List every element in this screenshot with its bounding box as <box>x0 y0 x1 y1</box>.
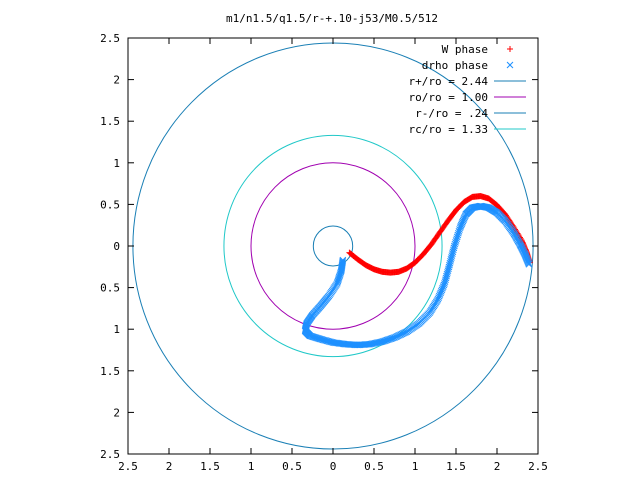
y-tick-label-9: 2 <box>113 74 120 87</box>
legend: W phase drho phase r+/ro = 2.44 ro/ro = 1.0… <box>409 43 526 136</box>
point-1-14-0 <box>378 338 386 346</box>
point-1-14-8 <box>388 334 396 342</box>
point-1-14-7 <box>387 335 395 343</box>
x-tick-label-8: 1.5 <box>446 460 466 473</box>
point-1-21-8 <box>450 246 457 254</box>
circle-4 <box>312 225 354 267</box>
x-axis-ticks: 2.5 2 1.5 1 0.5 0 0.5 1 1.5 2 2.5 <box>118 38 548 473</box>
point-1-22-3 <box>452 237 460 244</box>
point-1-22-0 <box>451 242 458 250</box>
phase-points <box>301 193 533 349</box>
point-1-20-9 <box>445 263 453 271</box>
y-axis-ticks: 2.5 2 1.5 1 0.5 0 0.5 1 1.5 2 2.5 <box>100 32 538 461</box>
x-tick-label-0: 2.5 <box>118 460 138 473</box>
legend-entry-2: r+/ro = 2.44 <box>409 75 526 88</box>
point-1-21-4 <box>448 254 455 261</box>
legend-entry-4: r-/ro = .24 <box>415 107 526 120</box>
point-1-14-2 <box>381 337 389 345</box>
point-1-14-6 <box>386 335 393 343</box>
legend-label-1: drho phase <box>422 59 488 72</box>
point-1-22-1 <box>451 240 459 248</box>
y-tick-label-8: 1.5 <box>100 115 120 128</box>
point-1-22-4 <box>453 235 461 243</box>
point-1-end <box>525 260 533 268</box>
legend-label-5: rc/ro = 1.33 <box>409 123 488 136</box>
x-tick-label-4: 0.5 <box>282 460 302 473</box>
legend-entry-3: ro/ro = 1.00 <box>409 91 526 104</box>
legend-entry-0: W phase <box>442 43 513 56</box>
legend-label-3: ro/ro = 1.00 <box>409 91 488 104</box>
legend-entry-5: rc/ro = 1.33 <box>409 123 526 136</box>
x-tick-label-6: 0.5 <box>364 460 384 473</box>
legend-label-2: r+/ro = 2.44 <box>409 75 489 88</box>
point-1-22-2 <box>452 238 459 246</box>
point-1-14-5 <box>384 336 392 343</box>
y-tick-label-5: 0 <box>113 240 120 253</box>
x-tick-label-10: 2.5 <box>528 460 548 473</box>
point-1-13-9 <box>377 338 385 346</box>
point-1-21-7 <box>449 248 457 256</box>
y-tick-label-2: 1.5 <box>100 365 120 378</box>
legend-label-4: r-/ro = .24 <box>415 107 488 120</box>
y-tick-label-7: 1 <box>113 157 120 170</box>
point-1-22-7 <box>455 229 462 237</box>
x-tick-label-9: 2 <box>494 460 501 473</box>
legend-entry-1: drho phase <box>422 59 514 72</box>
point-1-21-6 <box>449 250 456 258</box>
point-1-21-5 <box>448 252 456 259</box>
y-tick-label-0: 2.5 <box>100 448 120 461</box>
x-tick-label-3: 1 <box>248 460 255 473</box>
point-1-21-1 <box>446 259 454 267</box>
point-1-21-2 <box>447 257 454 265</box>
circle-5 <box>223 134 443 358</box>
x-tick-label-5: 0 <box>330 460 337 473</box>
legend-label-0: W phase <box>442 43 488 56</box>
chart-title: m1/n1.5/q1.5/r-+.10-j53/M0.5/512 <box>226 12 438 25</box>
x-tick-label-2: 1.5 <box>200 460 220 473</box>
y-tick-label-1: 2 <box>113 406 120 419</box>
point-1-22-6 <box>454 231 462 239</box>
y-tick-label-10: 2.5 <box>100 32 120 45</box>
legend-swatch-1 <box>506 61 514 69</box>
y-tick-label-6: 0.5 <box>100 198 120 211</box>
y-tick-label-3: 1 <box>113 323 120 336</box>
point-1-22-8 <box>455 228 463 235</box>
y-tick-label-4: 0.5 <box>100 282 120 295</box>
legend-swatch-0 <box>507 46 513 52</box>
point-1-21-3 <box>447 256 455 263</box>
point-1-14-1 <box>380 337 387 345</box>
point-1-22-5 <box>453 233 461 241</box>
point-1-14-4 <box>383 336 391 344</box>
point-1-21-9 <box>450 244 458 252</box>
x-tick-label-7: 1 <box>412 460 419 473</box>
circle-3 <box>250 162 416 330</box>
point-1-21-0 <box>446 261 453 269</box>
x-tick-label-1: 2 <box>166 460 173 473</box>
point-1-14-3 <box>382 337 390 344</box>
